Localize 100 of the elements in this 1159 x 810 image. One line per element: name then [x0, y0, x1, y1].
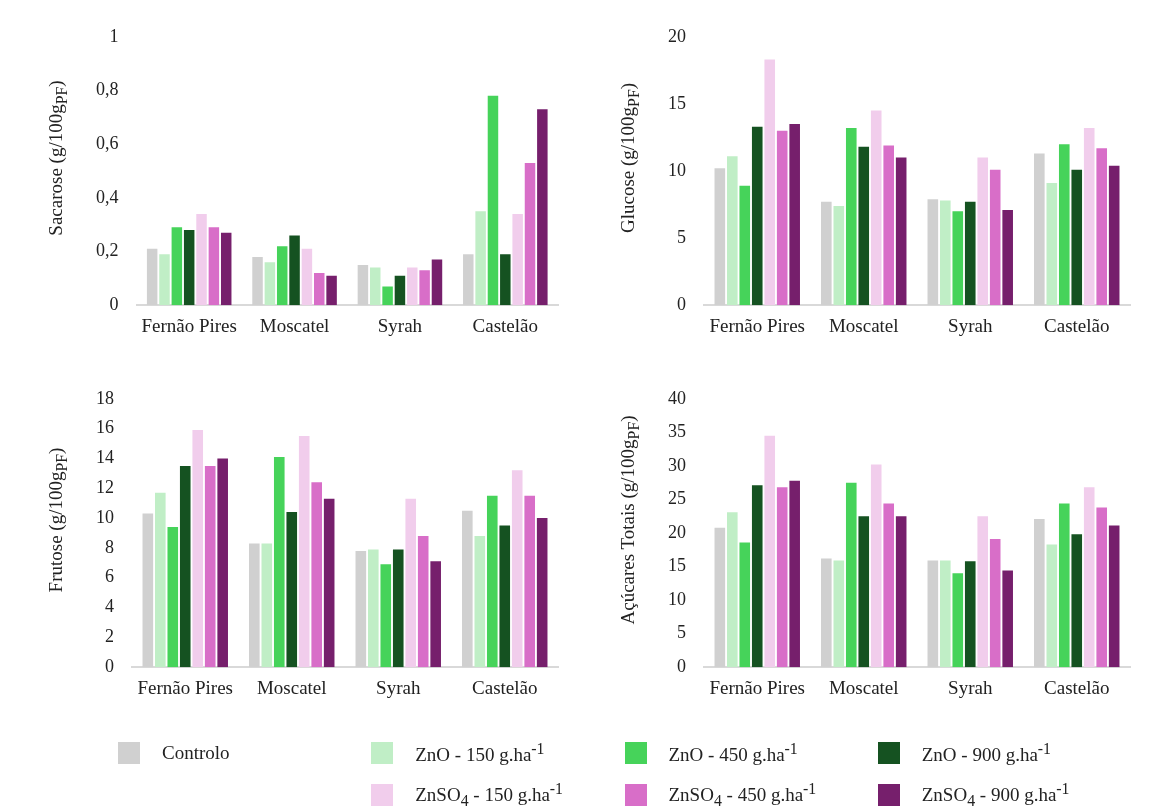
bar [474, 535, 486, 668]
y-tick-label: 0,4 [96, 186, 119, 207]
bar [870, 464, 882, 668]
y-tick-label: 4 [105, 596, 114, 617]
bar [286, 512, 298, 668]
bar [964, 561, 976, 668]
bar [845, 128, 857, 306]
bar [976, 516, 988, 668]
bar [368, 549, 379, 668]
bar [964, 201, 976, 306]
x-tick-label: Moscatel [828, 314, 899, 336]
bar [273, 456, 285, 668]
bar [939, 200, 951, 306]
bar [511, 470, 523, 668]
y-tick-label: 0 [676, 293, 686, 314]
x-tick-label: Fernão Pires [141, 314, 237, 336]
bar [1058, 144, 1070, 306]
y-tick-label: 30 [667, 454, 686, 475]
bar [499, 525, 511, 668]
bar [370, 267, 381, 306]
x-tick-label: Fernão Pires [708, 314, 805, 336]
bar [171, 227, 183, 306]
bar [833, 205, 844, 306]
y-tick-label: 35 [667, 421, 686, 442]
y-tick-label: 20 [667, 521, 686, 542]
bar [323, 498, 335, 668]
y-tick-label: 40 [667, 387, 686, 408]
x-tick-label: Castelão [1043, 314, 1109, 336]
legend-label: ZnO - 450 g.ha$^{-1}$ [668, 740, 798, 767]
bar [738, 542, 750, 668]
bar [289, 235, 300, 306]
bar [183, 230, 195, 306]
y-tick-label: 5 [676, 622, 686, 643]
bar [394, 275, 406, 306]
x-tick-label: Syrah [376, 676, 421, 698]
bar [524, 495, 535, 668]
bar [857, 146, 869, 306]
legend-label: ZnSO$_{4}$ - 900 g.ha$^{-1}$ [921, 780, 1070, 810]
bar [311, 482, 322, 668]
y-tick-label: 8 [105, 536, 114, 557]
bar [301, 248, 313, 306]
bar [726, 156, 738, 306]
bar [895, 516, 906, 668]
y-tick-label: 10 [667, 159, 686, 180]
y-tick-label: 25 [667, 488, 686, 509]
x-tick-label: Moscatel [259, 314, 330, 336]
bar [857, 516, 869, 668]
y-tick-label: 15 [667, 555, 686, 576]
bar [895, 157, 906, 306]
bar [536, 518, 548, 668]
x-tick-label: Fernão Pires [137, 676, 234, 698]
bar [1095, 507, 1107, 668]
y-tick-label: 0,6 [96, 132, 119, 153]
bar [833, 560, 844, 668]
y-tick-label: 18 [96, 387, 114, 408]
bar [1070, 169, 1082, 306]
x-tick-label: Castelão [1043, 676, 1109, 698]
bar [500, 254, 511, 306]
bar [951, 573, 963, 668]
bar [1083, 128, 1095, 306]
bar [882, 145, 894, 306]
bar [989, 539, 1000, 668]
bar [763, 435, 775, 668]
bar [1001, 570, 1013, 668]
bar [845, 482, 857, 668]
bar [419, 270, 430, 306]
x-tick-label: Castelão [472, 676, 538, 698]
legend-label: ZnO - 150 g.ha$^{-1}$ [415, 740, 545, 767]
bar [1095, 148, 1107, 306]
bar [989, 169, 1000, 306]
y-tick-label: 1 [109, 25, 119, 46]
bar [487, 95, 499, 306]
x-tick-label: Moscatel [828, 676, 899, 698]
bar [220, 232, 232, 306]
y-tick-label: 14 [96, 447, 114, 468]
y-tick-label: 20 [667, 25, 686, 46]
x-tick-label: Castelão [472, 314, 539, 336]
legend-label: ZnSO$_{4}$ - 450 g.ha$^{-1}$ [668, 780, 817, 810]
bar [392, 549, 404, 668]
y-tick-label: 10 [96, 506, 114, 527]
bar [1046, 183, 1057, 306]
y-tick-label: 0 [676, 655, 686, 676]
bar [751, 485, 763, 668]
bar [208, 227, 220, 306]
y-tick-label: 2 [105, 626, 114, 647]
bar [951, 211, 963, 306]
y-tick-label: 0,2 [96, 240, 119, 261]
bar [276, 246, 288, 306]
bar [1046, 544, 1057, 668]
bar [326, 275, 337, 306]
bar [776, 130, 787, 306]
x-tick-label: Fernão Pires [708, 676, 805, 698]
y-tick-label: 10 [667, 588, 686, 609]
y-tick-label: 5 [676, 226, 686, 247]
bar [179, 465, 191, 668]
bar [763, 59, 775, 306]
bar [417, 535, 429, 668]
bar [431, 259, 443, 306]
bar [1070, 534, 1082, 668]
y-tick-label: 6 [105, 566, 114, 587]
